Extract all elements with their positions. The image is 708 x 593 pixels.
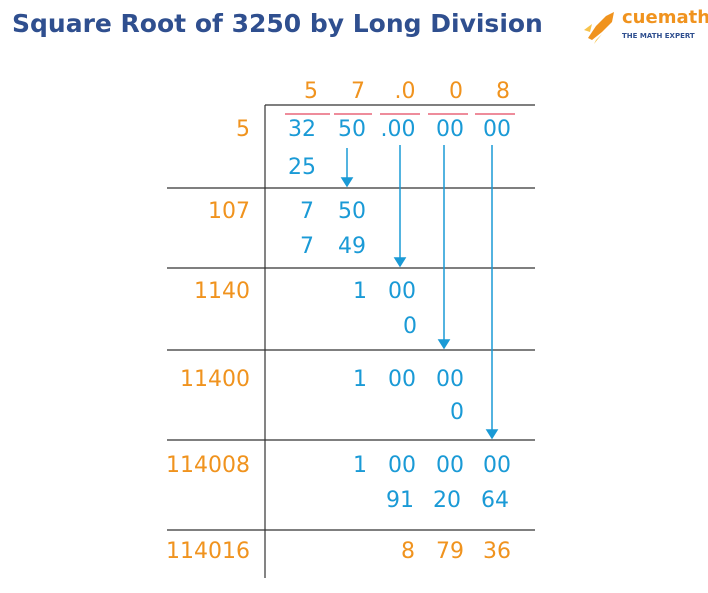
work-digits: 00 xyxy=(483,453,511,478)
work-digits: 00 xyxy=(388,367,416,392)
work-digits: 0 xyxy=(450,400,464,425)
logo-tagline: THE MATH EXPERT xyxy=(622,32,695,40)
arrow-head xyxy=(437,339,451,350)
divisor: 114008 xyxy=(166,453,250,478)
work-digits: 7 xyxy=(300,234,314,259)
work-digits: 64 xyxy=(481,488,509,513)
remainder-digits: 79 xyxy=(436,539,464,564)
work-digits: 25 xyxy=(288,155,316,180)
logo-brand: cuemath xyxy=(622,7,708,28)
work-digits: 20 xyxy=(433,488,461,513)
work-digits: 00 xyxy=(436,367,464,392)
quotient-digit: 8 xyxy=(496,79,510,104)
quotient-digit: 7 xyxy=(351,79,365,104)
logo: cuemath THE MATH EXPERT xyxy=(584,7,708,44)
work-digits: 50 xyxy=(338,117,366,142)
work-digits: 00 xyxy=(388,453,416,478)
division-frame xyxy=(167,104,535,578)
work-digits: 00 xyxy=(483,117,511,142)
work-digits: 7 xyxy=(300,199,314,224)
divisor: 5 xyxy=(236,117,250,142)
work-digits: 50 xyxy=(338,199,366,224)
arrow-head xyxy=(485,429,499,440)
work-digits: 0 xyxy=(403,314,417,339)
work-digits: 91 xyxy=(386,488,414,513)
quotient-digit: .0 xyxy=(395,79,416,104)
logo-flame xyxy=(584,24,602,44)
work-digits: 00 xyxy=(436,117,464,142)
quotient-digit: 5 xyxy=(304,79,318,104)
work-digits: 1 xyxy=(353,279,367,304)
arrow-head xyxy=(340,177,354,188)
divisor: 11400 xyxy=(180,367,250,392)
work-digits: 1 xyxy=(353,453,367,478)
divisor: 114016 xyxy=(166,539,250,564)
remainder-digits: 36 xyxy=(483,539,511,564)
work-digits: 1 xyxy=(353,367,367,392)
work-digits: 00 xyxy=(388,279,416,304)
logo-rocket xyxy=(588,12,614,40)
divisor: 107 xyxy=(208,199,250,224)
arrow-head xyxy=(393,257,407,268)
title: Square Root of 3250 by Long Division xyxy=(12,9,543,38)
work-digits: .00 xyxy=(381,117,416,142)
work-digits: 49 xyxy=(338,234,366,259)
remainder-digits: 8 xyxy=(401,539,415,564)
divisor: 1140 xyxy=(194,279,250,304)
quotient-digit: 0 xyxy=(449,79,463,104)
work-digits: 32 xyxy=(288,117,316,142)
arrows xyxy=(340,145,499,440)
work-digits: 00 xyxy=(436,453,464,478)
